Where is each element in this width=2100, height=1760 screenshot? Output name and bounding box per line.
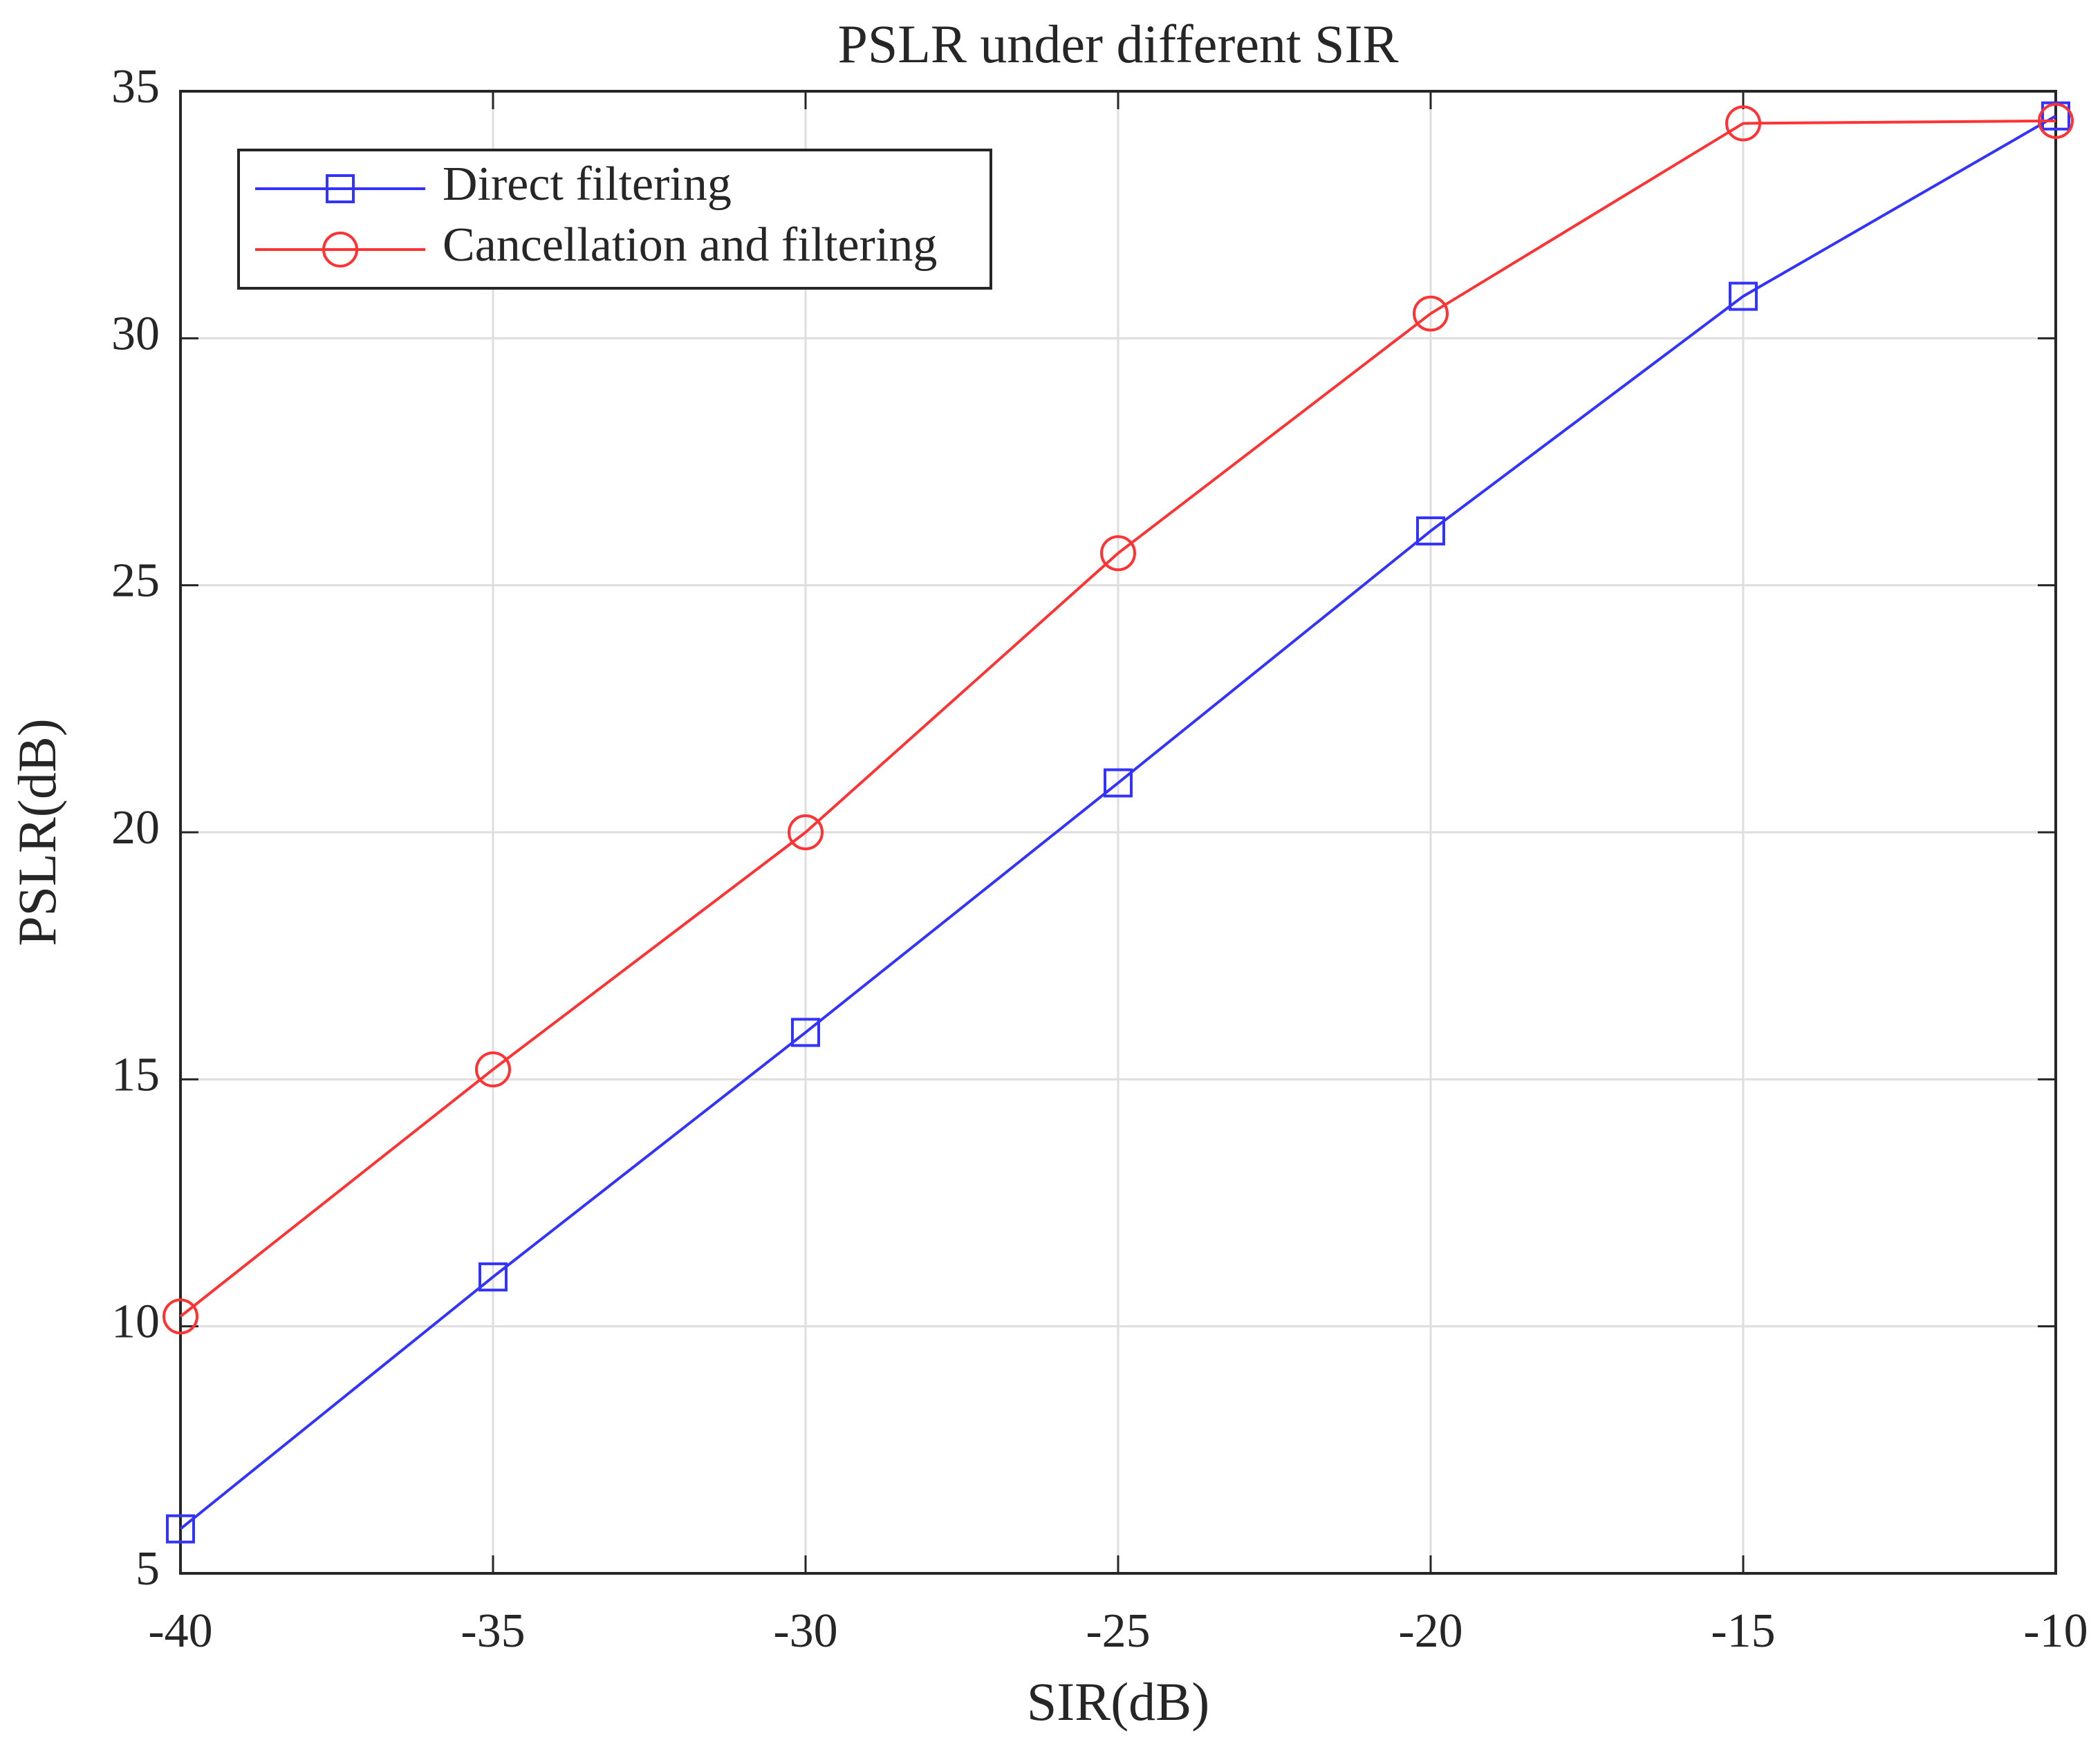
x-tick-label: -25 bbox=[1086, 1604, 1150, 1658]
x-axis-label: SIR(dB) bbox=[1027, 1672, 1209, 1732]
legend-label: Direct filtering bbox=[443, 158, 732, 211]
data-point bbox=[1104, 768, 1133, 798]
legend: Direct filtering Cancellation and filteri… bbox=[237, 149, 992, 290]
x-tick-label: -35 bbox=[461, 1604, 525, 1658]
y-tick-label: 35 bbox=[111, 60, 160, 113]
legend-box bbox=[237, 149, 992, 290]
data-point bbox=[166, 1514, 195, 1544]
data-point bbox=[791, 1018, 820, 1047]
y-tick-label: 10 bbox=[111, 1295, 160, 1349]
legend-marker bbox=[322, 232, 358, 268]
y-tick-label: 15 bbox=[111, 1048, 160, 1101]
legend-label: Cancellation and filtering bbox=[443, 218, 937, 272]
y-tick-label: 5 bbox=[136, 1542, 160, 1595]
series-line bbox=[179, 119, 2056, 1318]
x-tick-label: -40 bbox=[148, 1604, 212, 1658]
data-point bbox=[2038, 102, 2074, 139]
data-point bbox=[478, 1262, 508, 1292]
chart-title: PSLR under different SIR bbox=[837, 14, 1398, 74]
data-point bbox=[162, 1298, 198, 1335]
data-point bbox=[1729, 281, 1758, 311]
plot-frame bbox=[179, 90, 2057, 1575]
x-tick-label: -10 bbox=[2023, 1604, 2088, 1658]
data-point bbox=[475, 1051, 511, 1088]
y-tick-label: 20 bbox=[111, 801, 160, 854]
y-tick-label: 25 bbox=[111, 554, 160, 608]
data-point bbox=[1416, 516, 1445, 546]
data-point bbox=[2041, 101, 2070, 131]
legend-marker bbox=[326, 174, 355, 203]
data-point bbox=[1413, 295, 1449, 332]
x-tick-label: -20 bbox=[1398, 1604, 1462, 1658]
data-point bbox=[1100, 535, 1136, 572]
series-line bbox=[179, 115, 2056, 1530]
y-axis-label: PSLR(dB) bbox=[7, 718, 67, 946]
data-point bbox=[1725, 105, 1761, 142]
y-tick-label: 30 bbox=[111, 307, 160, 360]
x-tick-label: -15 bbox=[1711, 1604, 1775, 1658]
data-point bbox=[788, 814, 824, 850]
x-tick-label: -30 bbox=[773, 1604, 837, 1658]
